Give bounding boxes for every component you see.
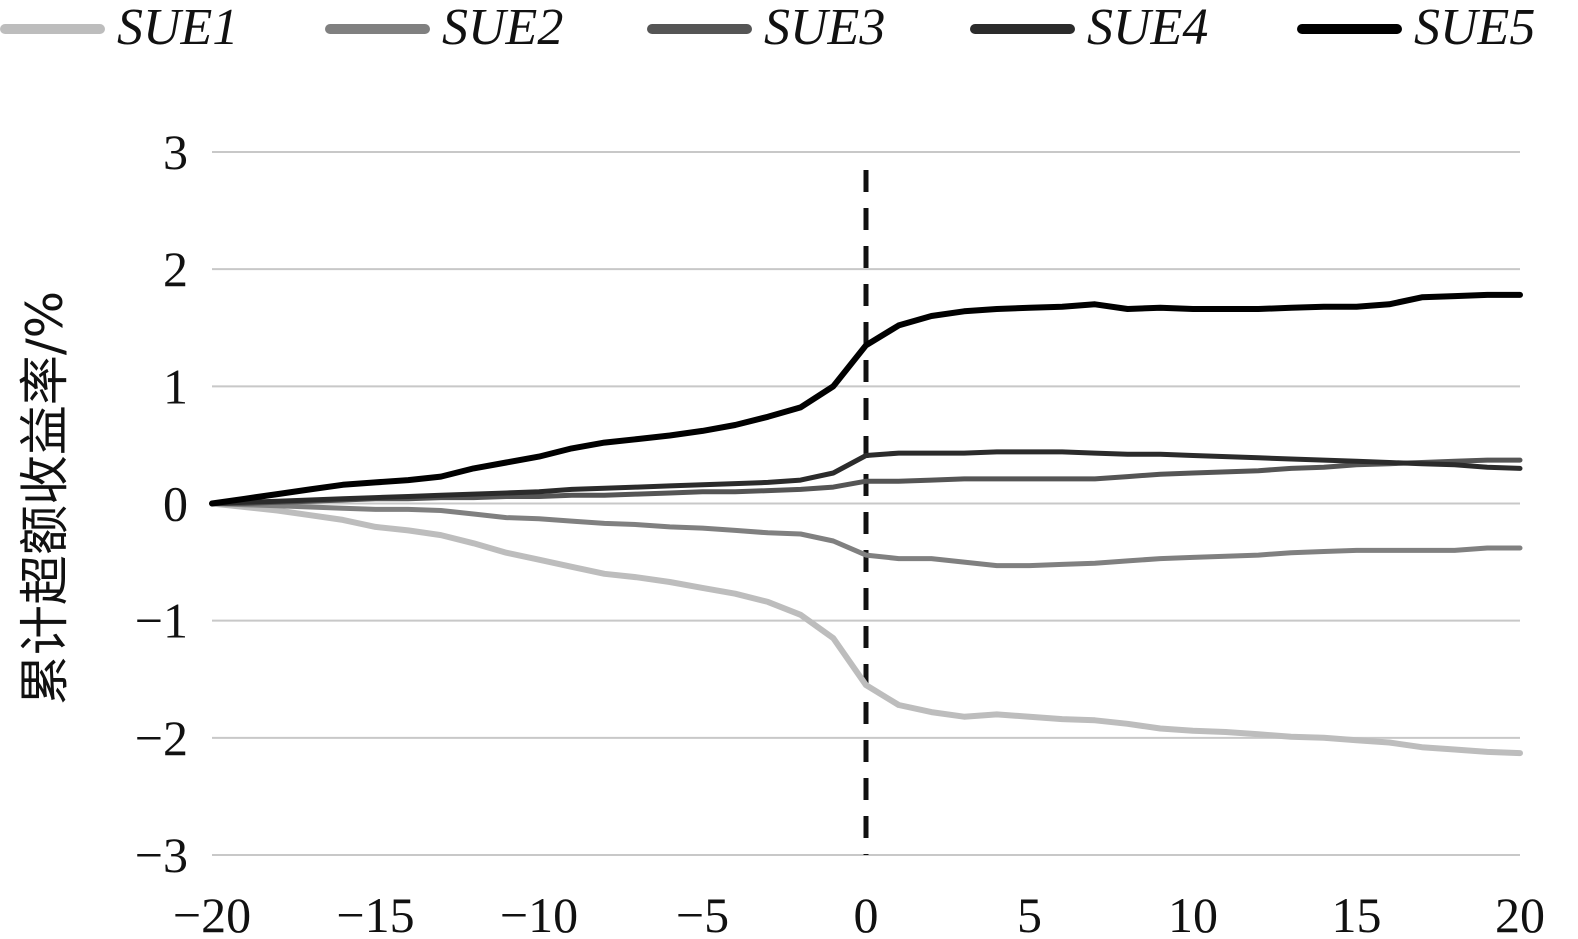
- legend: SUE1 SUE2 SUE3 SUE4 SUE5: [0, 0, 1535, 56]
- legend-label-sue5: SUE5: [1414, 0, 1535, 56]
- y-tick-label: −3: [135, 827, 188, 883]
- x-tick-label: 20: [1495, 887, 1545, 939]
- series-line-sue2: [209, 501, 1523, 569]
- x-tick-label: −20: [173, 887, 251, 939]
- series-line-sue1: [209, 500, 1523, 757]
- grid-lines: [212, 151, 1520, 856]
- x-tick-label: −10: [500, 887, 578, 939]
- y-axis-label: 累计超额收益率/%: [16, 291, 74, 705]
- legend-label-sue3: SUE3: [764, 0, 885, 56]
- y-axis-tick-labels: 3 2 1 0 −1 −2 −3: [135, 124, 188, 883]
- x-tick-label: 0: [854, 887, 879, 939]
- y-tick-label: 2: [163, 241, 188, 297]
- x-tick-label: −15: [336, 887, 414, 939]
- x-tick-label: 5: [1017, 887, 1042, 939]
- legend-label-sue2: SUE2: [442, 0, 563, 56]
- y-tick-label: 1: [163, 358, 188, 414]
- y-tick-label: 0: [163, 476, 188, 532]
- y-tick-label: −2: [135, 710, 188, 766]
- x-tick-label: 10: [1168, 887, 1218, 939]
- x-tick-label: 15: [1332, 887, 1382, 939]
- y-tick-label: 3: [163, 124, 188, 180]
- x-axis-tick-labels: −20 −15 −10 −5 0 5 10 15 20: [173, 887, 1545, 939]
- y-tick-label: −1: [135, 593, 188, 649]
- series-lines: [209, 291, 1523, 757]
- series-line-sue4: [209, 449, 1523, 506]
- legend-label-sue4: SUE4: [1087, 0, 1208, 56]
- legend-label-sue1: SUE1: [117, 0, 238, 56]
- x-tick-label: −5: [676, 887, 729, 939]
- series-line-sue5: [209, 291, 1523, 507]
